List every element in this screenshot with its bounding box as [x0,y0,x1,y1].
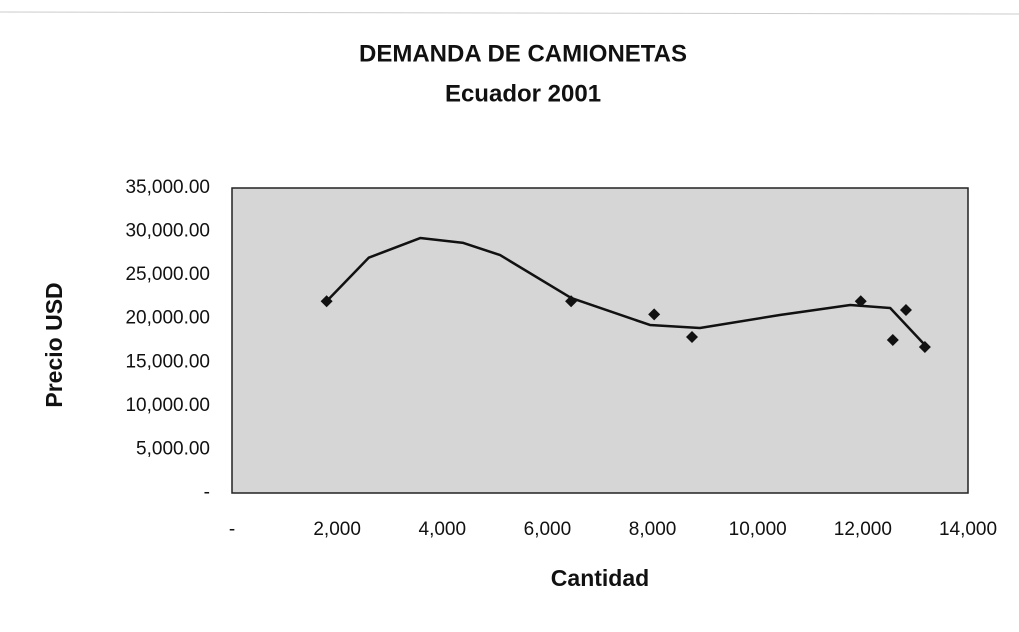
x-tick-label: 10,000 [729,519,787,540]
x-tick-label: 4,000 [419,519,467,540]
y-tick-label: 5,000.00 [136,438,210,459]
trend-line [325,236,926,346]
data-point [899,304,912,316]
x-tick-label: 8,000 [629,519,677,540]
x-tick-label: 12,000 [834,519,892,540]
y-tick-label: 30,000.00 [125,221,210,242]
y-axis-label: Precio USD [41,282,67,407]
data-point [648,308,661,321]
y-tick-label: 20,000.00 [125,308,210,329]
data-point [686,331,698,344]
y-tick-label: 15,000.00 [125,351,210,372]
chart-title: DEMANDA DE CAMIONETAS [359,40,687,67]
data-point [565,295,578,308]
x-tick-label: 6,000 [524,519,572,540]
data-point [320,295,333,308]
chart-subtitle: Ecuador 2001 [445,80,601,107]
y-tick-label: 10,000.00 [125,395,210,416]
data-point [854,295,867,308]
data-point [918,341,931,354]
y-tick-label: 35,000.00 [125,177,210,198]
scan-edge [0,11,1019,15]
plot-area [231,187,969,494]
x-axis-label: Cantidad [551,565,649,591]
x-tick-label: 2,000 [313,519,361,540]
y-tick-label: 25,000.00 [125,264,210,285]
x-tick-label: - [229,519,235,540]
y-tick-label: - [204,482,210,503]
data-point [886,333,899,346]
x-tick-label: 14,000 [939,519,997,540]
